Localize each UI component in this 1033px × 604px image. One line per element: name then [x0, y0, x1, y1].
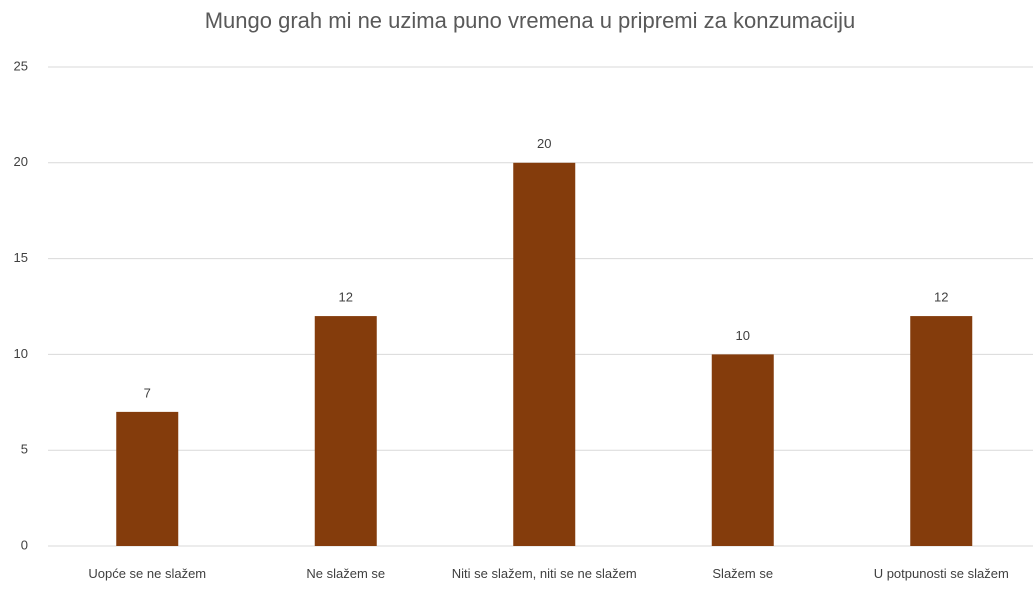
- data-label: 12: [934, 290, 948, 305]
- data-label: 12: [339, 290, 353, 305]
- x-tick-label: Ne slažem se: [306, 566, 386, 581]
- y-tick-label: 10: [14, 346, 28, 361]
- chart-title: Mungo grah mi ne uzima puno vremena u pr…: [205, 8, 856, 33]
- x-tick-label: Slažem se: [712, 566, 774, 581]
- x-tick-label: U potpunosti se slažem: [873, 566, 1009, 581]
- y-tick-label: 0: [21, 537, 28, 552]
- data-label: 10: [736, 328, 750, 343]
- bar: [314, 316, 377, 546]
- y-tick-label: 5: [21, 442, 28, 457]
- y-tick-label: 15: [14, 250, 28, 265]
- x-tick-label: Uopće se ne slažem: [88, 566, 207, 581]
- y-tick-label: 20: [14, 154, 28, 169]
- bar: [910, 316, 973, 546]
- bar: [116, 411, 179, 546]
- bar: [711, 354, 774, 546]
- y-tick-label: 25: [14, 58, 28, 73]
- bar: [513, 162, 576, 547]
- x-tick-label: Niti se slažem, niti se ne slažem: [451, 566, 637, 581]
- data-label: 7: [144, 385, 151, 400]
- data-label: 20: [537, 136, 551, 151]
